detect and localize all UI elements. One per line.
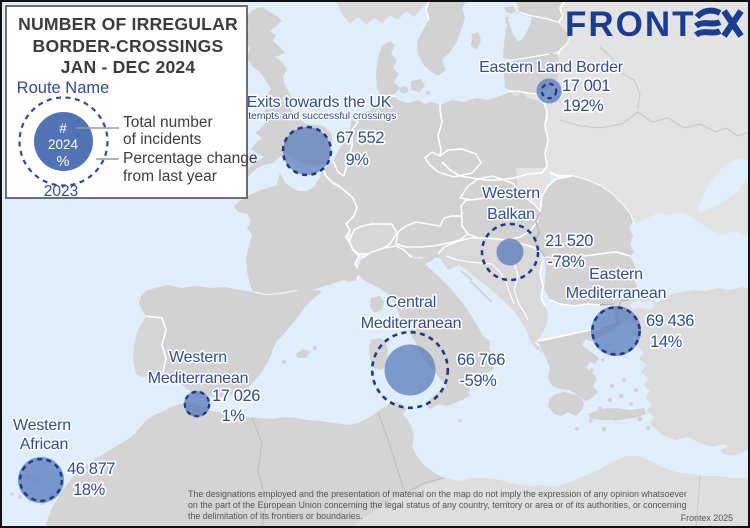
svg-text:JAN - DEC 2024: JAN - DEC 2024 [61, 57, 196, 77]
svg-text:Western: Western [13, 417, 71, 434]
svg-text:Exits towards the UK: Exits towards the UK [247, 94, 392, 111]
svg-text:Mediterranean: Mediterranean [148, 370, 249, 387]
svg-text:17 001: 17 001 [562, 77, 610, 95]
svg-text:9%: 9% [345, 151, 369, 169]
svg-text:BORDER-CROSSINGS: BORDER-CROSSINGS [33, 36, 224, 56]
svg-text:African: African [20, 436, 68, 453]
svg-text:Route Name: Route Name [17, 79, 110, 97]
svg-text:#: # [59, 121, 67, 136]
svg-text:2023: 2023 [44, 183, 78, 200]
svg-text:the delimitation of its fronti: the delimitation of its frontiers or bou… [188, 511, 363, 521]
svg-text:192%: 192% [563, 97, 604, 115]
svg-text:%: % [57, 154, 70, 170]
svg-text:Percentage change: Percentage change [123, 150, 257, 167]
svg-text:The designations employed and: The designations employed and the presen… [188, 489, 687, 499]
svg-text:attempts and successful crossi: attempts and successful crossings [240, 110, 397, 122]
svg-text:46 877: 46 877 [67, 460, 115, 478]
svg-text:-59%: -59% [460, 372, 498, 390]
svg-text:1%: 1% [221, 407, 245, 425]
svg-text:Mediterranean: Mediterranean [566, 285, 667, 302]
svg-text:Frontex 2025: Frontex 2025 [681, 513, 733, 523]
svg-text:-78%: -78% [548, 253, 586, 271]
svg-text:Western: Western [482, 185, 540, 202]
svg-text:21 520: 21 520 [545, 232, 593, 250]
svg-text:66 766: 66 766 [457, 351, 505, 369]
svg-text:67 552: 67 552 [336, 129, 384, 147]
svg-text:Western: Western [169, 349, 227, 366]
svg-text:18%: 18% [73, 481, 106, 499]
svg-text:Balkan: Balkan [487, 206, 535, 223]
svg-text:on the part of the European Un: on the part of the European Union concer… [188, 500, 687, 510]
svg-text:14%: 14% [650, 333, 683, 351]
svg-text:Eastern: Eastern [589, 266, 643, 283]
svg-text:17 026: 17 026 [212, 387, 260, 405]
svg-text:Mediterranean: Mediterranean [361, 315, 462, 332]
svg-text:Eastern Land Border: Eastern Land Border [479, 59, 624, 76]
svg-text:from last year: from last year [123, 168, 217, 185]
svg-text:NUMBER OF IRREGULAR: NUMBER OF IRREGULAR [18, 14, 238, 34]
svg-text:Central: Central [386, 294, 436, 311]
svg-text:69 436: 69 436 [646, 312, 694, 330]
svg-text:Total number: Total number [123, 114, 213, 131]
svg-text:2024: 2024 [48, 137, 79, 152]
svg-text:FRONT: FRONT [565, 5, 696, 44]
svg-text:of incidents: of incidents [123, 131, 202, 148]
